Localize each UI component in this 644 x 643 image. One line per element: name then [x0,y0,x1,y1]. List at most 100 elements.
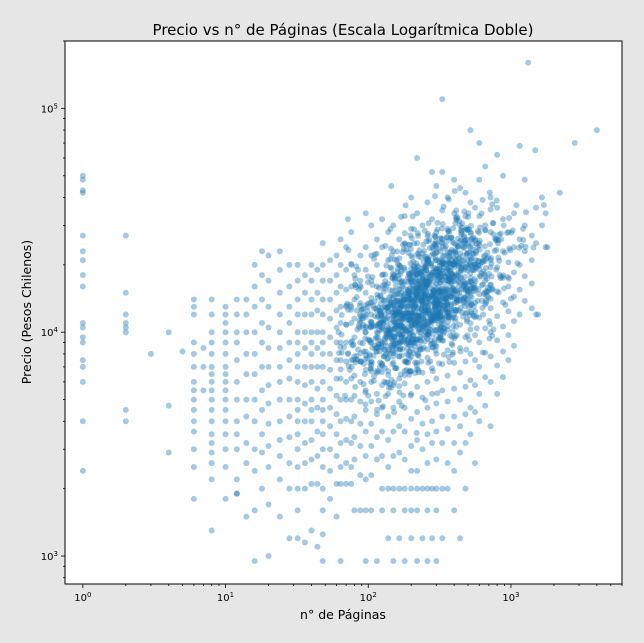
data-point [532,147,539,154]
data-point [408,310,415,317]
data-point [393,310,400,317]
data-point [424,307,431,314]
data-point [482,301,489,308]
data-point [414,366,421,373]
data-point [319,350,326,357]
data-point [441,325,448,332]
data-point [413,286,420,293]
data-point [415,253,422,260]
data-point [389,348,396,355]
data-point [405,330,412,337]
data-point [470,288,477,295]
data-point [364,273,371,280]
data-point [409,213,416,220]
data-point [436,274,443,281]
data-point [379,216,386,223]
data-point [445,261,452,268]
data-point [401,507,408,514]
data-point [407,368,414,375]
data-point [436,313,443,320]
data-point [352,383,359,390]
data-point [375,343,382,350]
data-point [500,299,507,306]
data-point [457,396,464,403]
data-point [455,278,462,285]
data-point [422,277,429,284]
data-point [405,316,412,323]
data-point [444,301,451,308]
data-point [79,283,86,290]
data-point [433,249,440,256]
data-point [435,298,442,305]
data-point [386,350,393,357]
data-point [419,446,426,453]
data-point [431,232,438,239]
data-point [413,290,420,297]
data-point [422,338,429,345]
data-point [286,339,293,346]
data-point [208,396,215,403]
data-point [418,254,425,261]
data-point [393,343,400,350]
data-point [354,356,361,363]
data-point [419,274,426,281]
data-point [362,301,369,308]
data-point [500,172,507,179]
data-point [375,341,382,348]
data-point [461,279,468,286]
data-point [452,307,459,314]
data-point [462,411,469,418]
data-point [265,252,272,259]
data-point [420,259,427,266]
data-point [233,357,240,364]
data-point [417,297,424,304]
data-point [437,326,444,333]
data-point [483,299,490,306]
data-point [467,262,474,269]
data-point [405,287,412,294]
data-point [373,334,380,341]
data-point [417,278,424,285]
data-point [440,330,447,337]
data-point [368,323,375,330]
data-point [351,353,358,360]
data-point [387,256,394,263]
data-point [414,359,421,366]
data-point [406,367,413,374]
data-point [513,202,520,209]
data-point [380,353,387,360]
data-point [444,271,451,278]
data-point [385,347,392,354]
data-point [396,331,403,338]
data-point [79,176,86,183]
data-point [276,418,283,425]
data-point [528,257,535,264]
data-point [460,281,467,288]
data-point [433,400,440,407]
data-point [351,315,358,322]
data-point [390,428,397,435]
data-point [351,392,358,399]
data-point [434,272,441,279]
data-point [337,236,344,243]
data-point [398,268,405,275]
data-point [385,308,392,315]
data-point [414,292,421,299]
data-point [467,404,474,411]
data-point [471,314,478,321]
data-point [424,328,431,335]
data-point [286,261,293,268]
data-point [396,255,403,262]
data-point [333,480,340,487]
data-point [434,290,441,297]
data-point [343,480,350,487]
data-point [333,431,340,438]
data-point [446,249,453,256]
data-point [343,302,350,309]
data-point [343,396,350,403]
data-point [500,222,507,229]
data-point [441,328,448,335]
data-point [418,298,425,305]
data-point [294,396,301,403]
data-point [422,397,429,404]
